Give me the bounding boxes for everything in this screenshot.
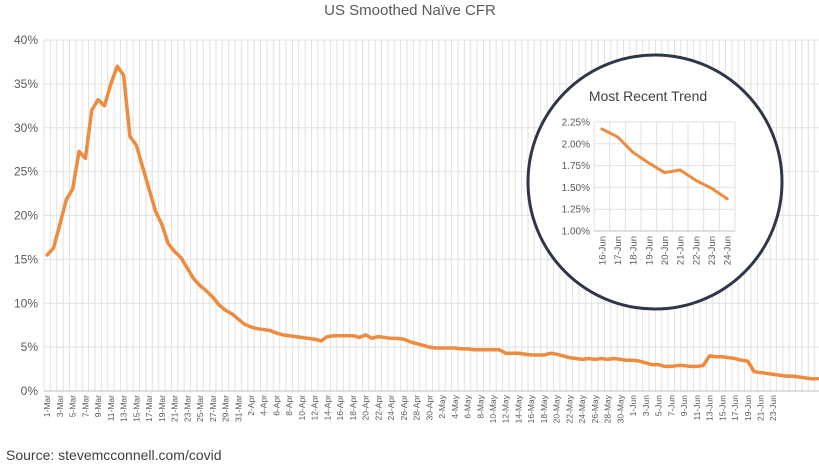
main-x-tick-label: 5-Mar bbox=[68, 395, 78, 417]
main-x-tick-label: 12-May bbox=[501, 394, 511, 423]
main-y-tick-label: 30% bbox=[14, 121, 38, 135]
main-x-tick-label: 24-May bbox=[577, 394, 587, 423]
inset-x-tick-label: 16-Jun bbox=[597, 236, 608, 265]
main-x-tick-label: 13-Mar bbox=[119, 395, 129, 422]
main-x-tick-label: 8-Apr bbox=[284, 395, 294, 416]
main-x-tick-label: 15-Jun bbox=[717, 395, 727, 421]
main-x-tick-label: 22-Apr bbox=[373, 395, 383, 421]
main-x-tick-label: 10-May bbox=[488, 394, 498, 423]
main-x-tick-label: 26-May bbox=[590, 394, 600, 423]
main-x-tick-label: 26-Apr bbox=[399, 395, 409, 421]
main-x-tick-label: 31-Mar bbox=[233, 395, 243, 422]
main-x-tick-label: 28-Apr bbox=[412, 395, 422, 421]
main-x-tick-label: 7-Mar bbox=[80, 395, 90, 417]
main-x-tick-label: 19-Mar bbox=[157, 395, 167, 422]
main-x-axis: 1-Mar 3-Mar 5-Mar 7-Mar 9-Mar 11-Mar 13-Mar 15-… bbox=[42, 394, 778, 423]
main-y-tick-label: 35% bbox=[14, 77, 38, 91]
main-x-tick-label: 23-Mar bbox=[182, 395, 192, 422]
main-x-tick-label: 23-Jun bbox=[768, 395, 778, 421]
main-series-line bbox=[45, 64, 819, 381]
main-x-tick-label: 11-Jun bbox=[692, 395, 702, 421]
inset-x-tick-label: 23-Jun bbox=[707, 236, 718, 265]
inset-y-tick-label: 2.25% bbox=[562, 118, 590, 129]
main-x-tick-label: 19-Jun bbox=[743, 395, 753, 421]
main-y-tick-label: 10% bbox=[14, 296, 38, 310]
chart-title: US Smoothed Naïve CFR bbox=[324, 2, 496, 19]
main-x-tick-label: 3-Jun bbox=[641, 395, 651, 417]
main-x-tick-label: 1-Mar bbox=[42, 395, 52, 417]
inset-title: Most Recent Trend bbox=[589, 88, 707, 104]
main-x-tick-label: 14-Apr bbox=[322, 395, 332, 421]
main-x-tick-label: 20-May bbox=[552, 394, 562, 423]
main-x-tick-label: 9-Mar bbox=[93, 395, 103, 417]
main-x-tick-label: 28-May bbox=[603, 394, 613, 423]
main-x-tick-label: 2-May bbox=[437, 394, 447, 418]
main-x-tick-label: 20-Apr bbox=[361, 395, 371, 421]
main-x-tick-label: 17-Mar bbox=[144, 395, 154, 422]
inset-y-tick-label: 1.00% bbox=[562, 227, 590, 238]
inset-x-tick-label: 20-Jun bbox=[660, 236, 671, 265]
main-x-tick-label: 15-Mar bbox=[131, 395, 141, 422]
inset-chart: Most Recent Trend 1.00% 1.25% 1.50% 1.75% 2.… bbox=[526, 53, 784, 311]
main-x-tick-label: 14-May bbox=[513, 394, 523, 423]
inset-x-tick-label: 17-Jun bbox=[613, 236, 624, 265]
main-x-tick-label: 16-Apr bbox=[335, 395, 345, 421]
main-x-tick-label: 24-Apr bbox=[386, 395, 396, 421]
main-x-tick-label: 22-May bbox=[564, 394, 574, 423]
main-x-tick-label: 17-Jun bbox=[730, 395, 740, 421]
inset-y-tick-label: 2.00% bbox=[562, 139, 590, 150]
main-x-tick-label: 18-Apr bbox=[348, 395, 358, 421]
inset-x-axis: 16-Jun 17-Jun 18-Jun 19-Jun 20-Jun 21-Jun 22-J… bbox=[597, 236, 733, 265]
main-x-tick-label: 10-Apr bbox=[297, 395, 307, 421]
main-x-tick-label: 4-Apr bbox=[259, 395, 269, 416]
main-y-tick-label: 5% bbox=[21, 340, 39, 354]
main-x-tick-label: 2-Apr bbox=[246, 395, 256, 416]
main-x-tick-label: 6-Apr bbox=[271, 395, 281, 416]
main-y-tick-label: 20% bbox=[14, 209, 38, 223]
main-y-tick-label: 0% bbox=[21, 384, 39, 398]
main-x-tick-label: 7-Jun bbox=[666, 395, 676, 417]
inset-y-tick-label: 1.75% bbox=[562, 161, 590, 172]
main-x-tick-label: 30-May bbox=[615, 394, 625, 423]
main-x-tick-label: 11-Mar bbox=[106, 395, 116, 421]
main-x-tick-label: 1-Jun bbox=[628, 395, 638, 417]
main-x-tick-label: 16-May bbox=[526, 394, 536, 423]
inset-y-tick-label: 1.50% bbox=[562, 183, 590, 194]
main-x-tick-label: 29-Mar bbox=[221, 395, 231, 422]
inset-y-axis: 1.00% 1.25% 1.50% 1.75% 2.00% 2.25% bbox=[562, 118, 590, 238]
main-y-axis: 0% 5% 10% 15% 20% 25% 30% 35% 40% bbox=[14, 33, 38, 398]
main-x-tick-label: 21-Mar bbox=[170, 395, 180, 422]
main-x-tick-label: 8-May bbox=[475, 394, 485, 418]
main-x-tick-label: 4-May bbox=[450, 394, 460, 418]
inset-y-tick-label: 1.25% bbox=[562, 205, 590, 216]
main-x-tick-label: 9-Jun bbox=[679, 395, 689, 417]
main-x-tick-label: 3-Mar bbox=[55, 395, 65, 417]
main-x-tick-label: 5-Jun bbox=[654, 395, 664, 417]
inset-x-tick-label: 21-Jun bbox=[676, 236, 687, 265]
main-x-tick-label: 6-May bbox=[463, 394, 473, 418]
inset-x-tick-label: 24-Jun bbox=[723, 236, 734, 265]
main-y-tick-label: 25% bbox=[14, 165, 38, 179]
inset-x-tick-label: 18-Jun bbox=[629, 236, 640, 265]
cfr-chart: US Smoothed Naïve CFR 0% 5% 10% 15% 20% 25% 30… bbox=[14, 2, 819, 423]
inset-x-tick-label: 19-Jun bbox=[644, 236, 655, 265]
source-note: Source: stevemcconnell.com/covid bbox=[6, 447, 222, 463]
main-x-tick-label: 12-Apr bbox=[310, 395, 320, 421]
main-x-tick-label: 21-Jun bbox=[755, 395, 765, 421]
main-x-tick-label: 30-Apr bbox=[424, 395, 434, 421]
main-x-tick-label: 13-Jun bbox=[705, 395, 715, 421]
main-x-tick-label: 18-May bbox=[539, 394, 549, 423]
main-y-tick-label: 40% bbox=[14, 33, 38, 47]
inset-series-line bbox=[600, 127, 729, 201]
main-x-tick-label: 27-Mar bbox=[208, 395, 218, 422]
inset-circle bbox=[526, 53, 784, 311]
main-x-tick-label: 25-Mar bbox=[195, 395, 205, 422]
main-y-tick-label: 15% bbox=[14, 252, 38, 266]
inset-x-tick-label: 22-Jun bbox=[691, 236, 702, 265]
